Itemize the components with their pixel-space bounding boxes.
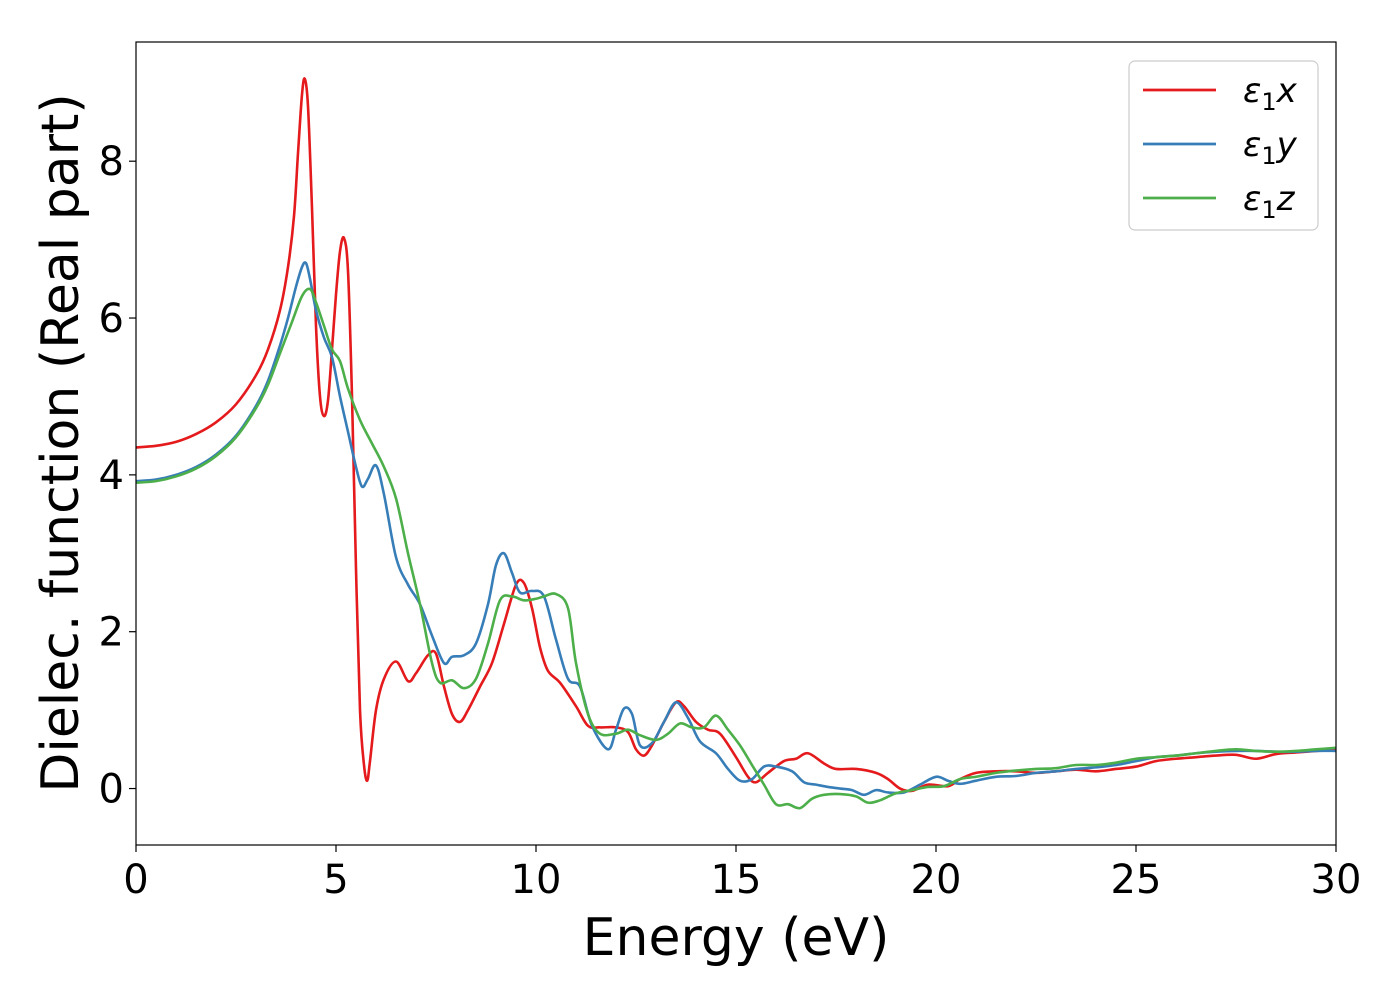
legend-label-y: ε1y: [1243, 125, 1298, 170]
x-tick-label: 20: [911, 857, 962, 903]
legend-label-x: ε1x: [1243, 71, 1298, 116]
legend-label-z: ε1z: [1243, 179, 1296, 224]
y-axis: 0 2 4 6 8: [99, 139, 136, 813]
series-line-x: [135, 77, 1337, 793]
y-tick-label: 0: [99, 767, 124, 813]
x-tick-label: 10: [511, 857, 562, 903]
series-line-y: [135, 261, 1337, 797]
y-tick-label: 4: [99, 453, 124, 499]
y-tick-label: 2: [99, 610, 124, 656]
legend: ε1x ε1y ε1z: [1128, 60, 1319, 231]
series-line-z: [135, 287, 1337, 810]
x-tick-label: 15: [711, 857, 762, 903]
y-tick-label: 6: [99, 296, 124, 342]
legend-box: [1128, 60, 1319, 231]
x-tick-label: 30: [1311, 857, 1362, 903]
y-axis-title: Dielec. function (Real part): [31, 93, 91, 792]
x-axis-title: Energy (eV): [583, 908, 890, 968]
series-layer: [135, 77, 1337, 810]
x-tick-label: 0: [123, 857, 148, 903]
x-tick-label: 5: [323, 857, 348, 903]
x-axis: 0 5 10 15 20 25 30: [123, 845, 1361, 903]
y-tick-label: 8: [99, 139, 124, 185]
x-tick-label: 25: [1111, 857, 1162, 903]
